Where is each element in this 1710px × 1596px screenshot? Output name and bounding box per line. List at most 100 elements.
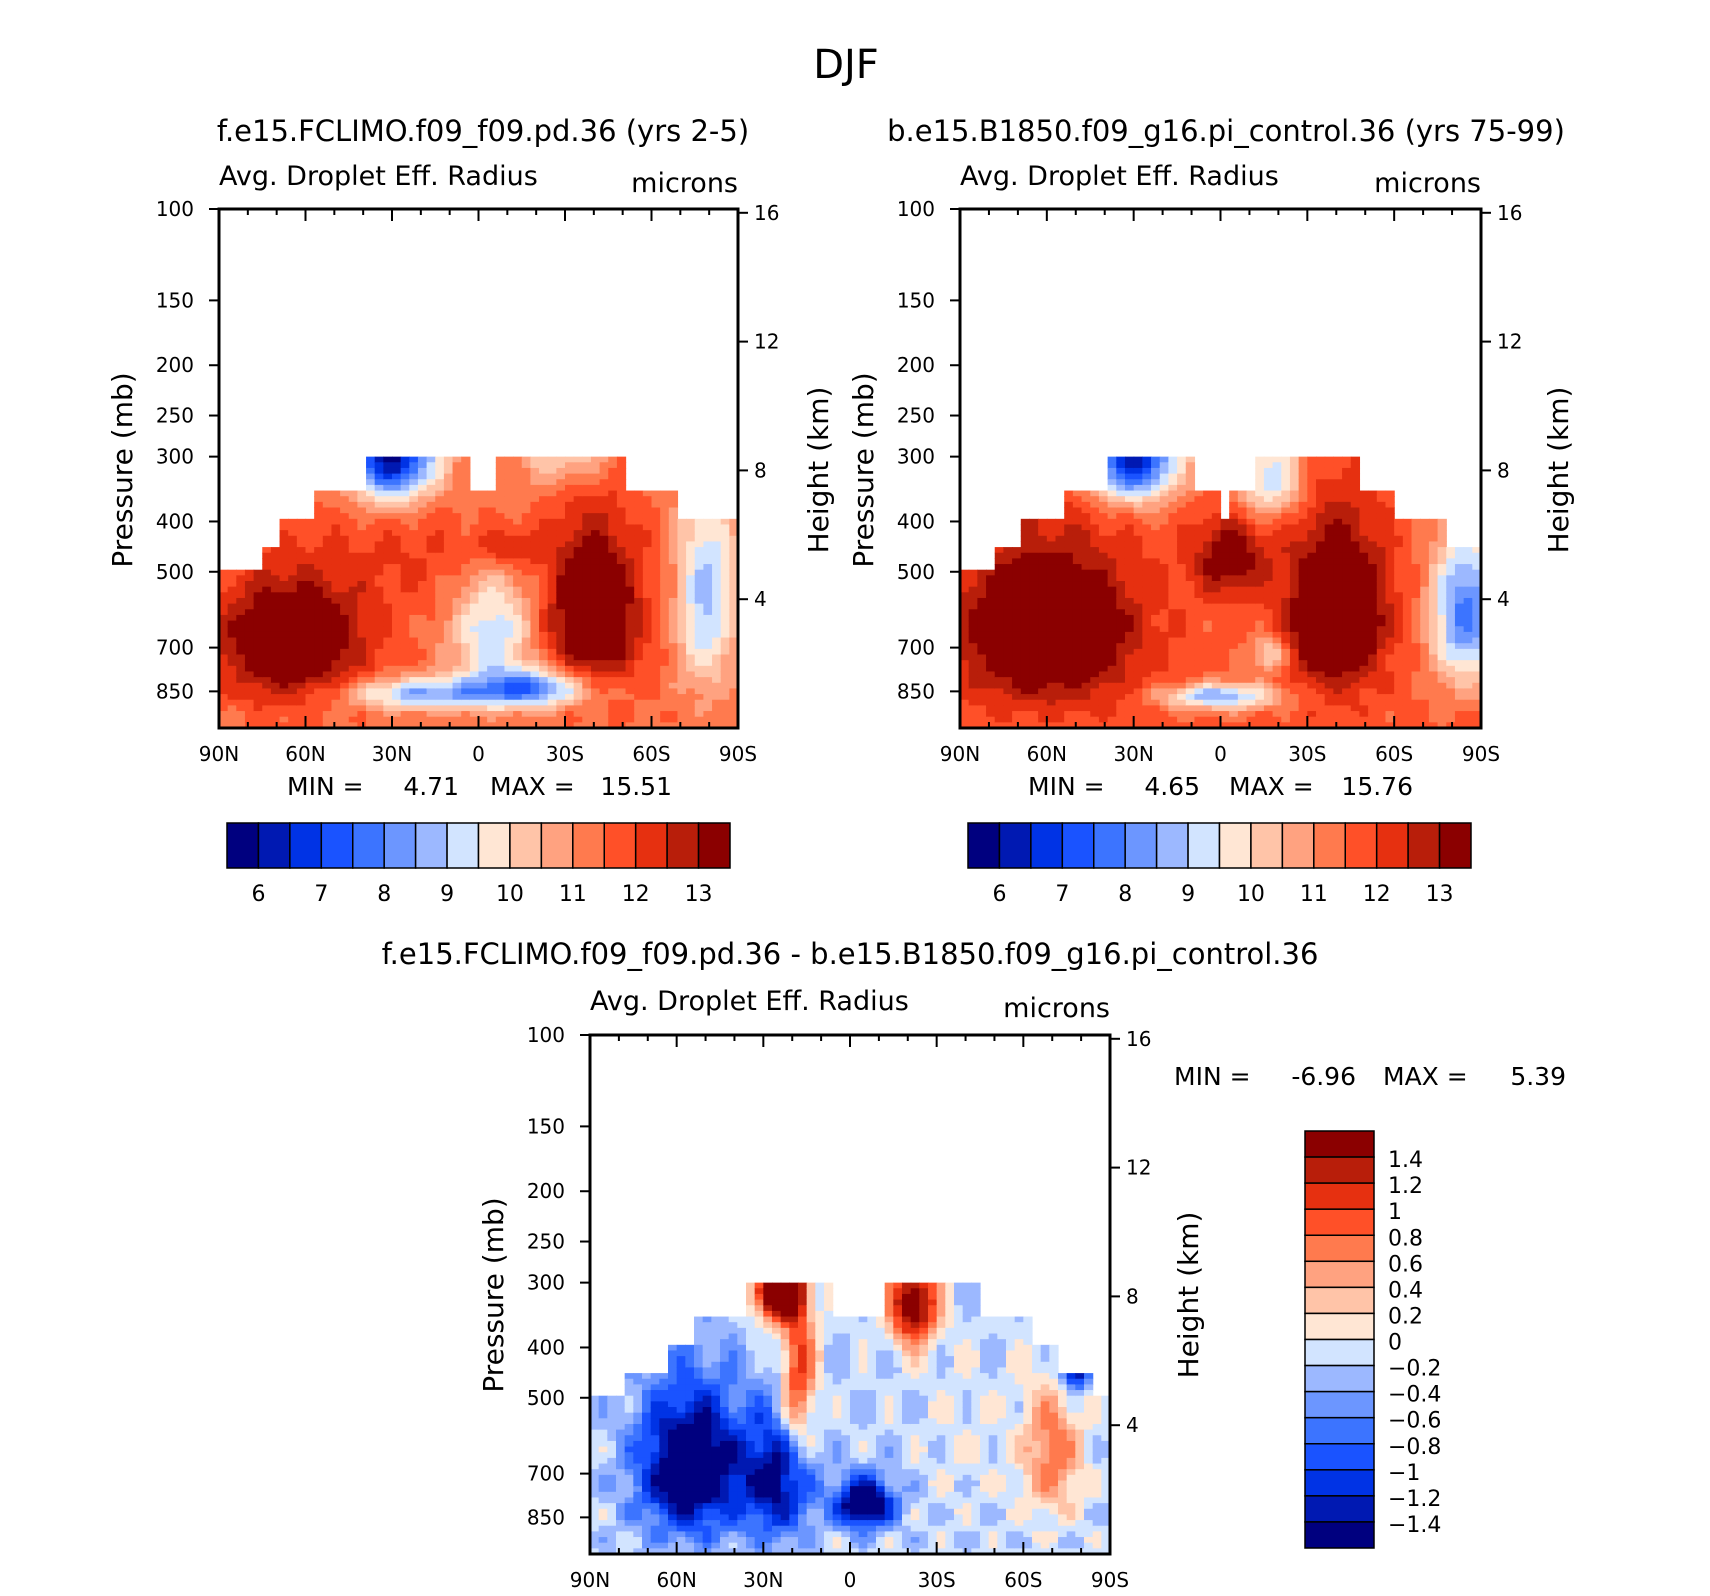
field-cell <box>357 501 367 509</box>
field-cell <box>1307 688 1317 695</box>
field-cell <box>1342 484 1352 492</box>
field-cell <box>729 597 739 605</box>
field-cell <box>1220 682 1230 690</box>
field-cell <box>642 620 653 627</box>
field-cell <box>565 716 575 723</box>
field-cell <box>1003 558 1013 565</box>
field-cell <box>1220 547 1230 554</box>
field-cell <box>374 665 384 673</box>
field-cell <box>547 496 557 503</box>
field-cell <box>1098 688 1109 695</box>
field-cell <box>565 711 575 718</box>
field-cell <box>539 626 549 633</box>
field-cell <box>1046 614 1057 622</box>
field-cell <box>236 620 246 627</box>
field-cell <box>608 705 618 712</box>
field-cell <box>616 722 627 729</box>
field-cell <box>556 473 566 480</box>
field-cell <box>1124 552 1135 559</box>
field-cell <box>547 479 557 486</box>
field-cell <box>1185 699 1196 706</box>
field-cell <box>366 569 376 576</box>
colorbar-box <box>634 822 668 869</box>
field-cell <box>296 665 307 673</box>
field-cell <box>513 699 523 706</box>
field-cell <box>219 682 229 690</box>
field-cell <box>694 671 704 678</box>
field-cell <box>1316 631 1326 639</box>
field-cell <box>331 665 341 673</box>
field-cell <box>392 530 402 537</box>
panel-1-ylabel: Pressure (mb) <box>106 372 139 567</box>
field-cell <box>409 586 419 593</box>
field-cell <box>1350 631 1361 639</box>
field-cell <box>314 654 324 661</box>
field-cell <box>357 518 367 526</box>
field-cell <box>1255 586 1265 593</box>
field-cell <box>1211 626 1222 633</box>
field-cell <box>1159 648 1169 656</box>
field-cell <box>1316 541 1326 548</box>
field-cell <box>1385 716 1395 723</box>
field-cell <box>1220 524 1230 531</box>
field-cell <box>1437 665 1447 673</box>
field-cell <box>1185 564 1196 571</box>
field-cell <box>383 575 393 582</box>
field-cell <box>651 682 661 690</box>
field-cell <box>573 705 583 712</box>
field-cell <box>582 558 592 565</box>
field-cell <box>288 671 298 678</box>
field-cell <box>1437 535 1447 543</box>
field-cell <box>1411 705 1421 712</box>
field-cell <box>1151 722 1161 729</box>
field-cell <box>417 513 428 520</box>
field-cell <box>530 501 540 509</box>
field-cell <box>634 722 644 729</box>
field-cell <box>1446 575 1456 582</box>
field-cell <box>487 507 497 514</box>
field-cell <box>1046 564 1057 571</box>
field-cell <box>1177 518 1187 526</box>
field-cell <box>1185 513 1196 520</box>
field-cell <box>977 586 987 593</box>
field-cell <box>1316 711 1326 718</box>
field-cell <box>340 614 350 622</box>
field-cell <box>590 569 601 576</box>
field-cell <box>1324 569 1334 576</box>
field-cell <box>1151 626 1161 633</box>
field-cell <box>1342 626 1352 633</box>
field-cell <box>478 665 488 673</box>
field-cell <box>668 648 679 656</box>
field-cell <box>314 507 324 514</box>
field-cell <box>236 631 246 639</box>
field-cell <box>357 660 367 667</box>
field-cell <box>547 682 557 690</box>
field-cell <box>547 518 557 526</box>
field-cell <box>625 637 635 644</box>
field-cell <box>1359 524 1369 531</box>
field-cell <box>296 564 307 571</box>
field-cell <box>668 564 679 571</box>
field-cell <box>279 711 289 718</box>
field-cell <box>1229 490 1239 497</box>
field-cell <box>1142 682 1152 690</box>
field-cell <box>374 637 384 644</box>
field-cell <box>253 575 263 582</box>
field-cell <box>668 496 679 503</box>
field-cell <box>1185 648 1196 656</box>
x-tick-label: 30N <box>372 742 412 766</box>
field-cell <box>1420 586 1430 593</box>
field-cell <box>1289 575 1300 582</box>
field-cell <box>1402 586 1413 593</box>
field-cell <box>590 654 601 661</box>
field-cell <box>262 688 272 695</box>
field-cell <box>1376 682 1387 690</box>
field-cell <box>452 694 462 701</box>
field-cell <box>296 603 307 610</box>
field-cell <box>1324 648 1334 656</box>
field-cell <box>1168 699 1178 706</box>
field-cell <box>1168 694 1178 701</box>
field-cell <box>556 490 566 497</box>
field-cell <box>452 575 462 582</box>
field-cell <box>305 581 315 588</box>
